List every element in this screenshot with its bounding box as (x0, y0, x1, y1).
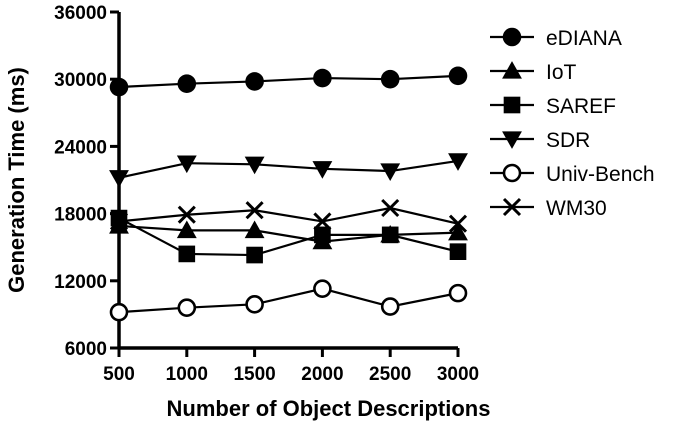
data-point-saref (381, 226, 399, 244)
y-tick-label: 36000 (54, 3, 107, 24)
x-tick-label: 1000 (166, 364, 208, 385)
data-point-wm30 (313, 212, 332, 231)
data-point-ediana (109, 77, 129, 97)
x-tick-label: 500 (103, 364, 135, 385)
series-line-saref (118, 217, 459, 257)
x-tick-label: 2500 (369, 364, 411, 385)
data-point-saref (449, 243, 467, 260)
data-point-wm30 (177, 205, 196, 224)
x-tick-label: 3000 (437, 364, 479, 385)
data-point-iot (244, 220, 265, 239)
x-axis-title: Number of Object Descriptions (167, 396, 491, 421)
data-point-univ-bench (177, 298, 197, 317)
data-point-ediana (177, 74, 197, 93)
legend-label-saref: SAREF (546, 95, 616, 118)
legend-marker-ediana (502, 27, 522, 47)
data-point-univ-bench (245, 295, 264, 314)
data-point-wm30 (245, 201, 264, 220)
y-axis-title: Generation Time (ms) (4, 67, 29, 293)
series-line-iot (118, 224, 459, 243)
data-point-wm30 (381, 198, 400, 218)
series-line-univ-bench (118, 287, 459, 314)
data-point-ediana (245, 72, 264, 91)
legend-marker-sdr (502, 131, 522, 149)
data-point-ediana (448, 66, 468, 86)
legend-label-univ-bench: Univ-Bench (546, 163, 655, 186)
data-point-sdr (109, 170, 129, 188)
data-point-sdr (380, 163, 401, 181)
data-point-saref (314, 226, 331, 244)
data-point-sdr (448, 153, 468, 171)
data-point-wm30 (448, 214, 468, 233)
series-line-wm30 (118, 206, 459, 225)
legend-label-iot: IoT (546, 61, 577, 84)
y-tick-label: 30000 (54, 70, 107, 91)
data-point-iot (448, 222, 468, 241)
series-line-sdr (118, 159, 459, 179)
data-point-saref (110, 209, 128, 227)
legend-marker-saref (503, 96, 521, 114)
data-point-sdr (312, 161, 333, 179)
data-point-univ-bench (109, 302, 129, 322)
data-point-iot (176, 220, 197, 239)
legend-marker-wm30 (502, 197, 522, 217)
legend-label-wm30: WM30 (546, 197, 607, 220)
x-tick-label: 2000 (301, 364, 343, 385)
data-point-sdr (176, 155, 197, 174)
data-point-sdr (244, 156, 265, 175)
data-point-saref (178, 245, 196, 263)
data-point-wm30 (109, 212, 129, 231)
legend-marker-univ-bench (502, 163, 522, 183)
data-point-saref (246, 246, 263, 264)
x-tick-label: 1500 (233, 364, 275, 385)
y-tick-label: 12000 (54, 272, 107, 293)
data-point-univ-bench (448, 283, 468, 303)
data-point-ediana (380, 69, 400, 89)
data-point-univ-bench (313, 279, 332, 298)
series-line-ediana (118, 74, 459, 89)
y-tick-label: 6000 (65, 339, 107, 360)
data-point-ediana (313, 68, 332, 88)
legend-label-ediana: eDIANA (546, 27, 622, 50)
y-tick-label: 18000 (54, 205, 107, 226)
legend-marker-iot (502, 61, 522, 79)
data-point-univ-bench (380, 297, 400, 316)
y-tick-label: 24000 (54, 137, 107, 158)
legend-label-sdr: SDR (546, 129, 590, 152)
